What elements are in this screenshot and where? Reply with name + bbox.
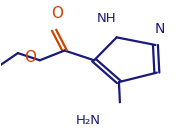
Text: N: N bbox=[155, 22, 165, 36]
Text: NH: NH bbox=[97, 12, 116, 25]
Text: O: O bbox=[51, 6, 63, 21]
Text: H₂N: H₂N bbox=[76, 114, 101, 127]
Text: O: O bbox=[24, 50, 36, 65]
